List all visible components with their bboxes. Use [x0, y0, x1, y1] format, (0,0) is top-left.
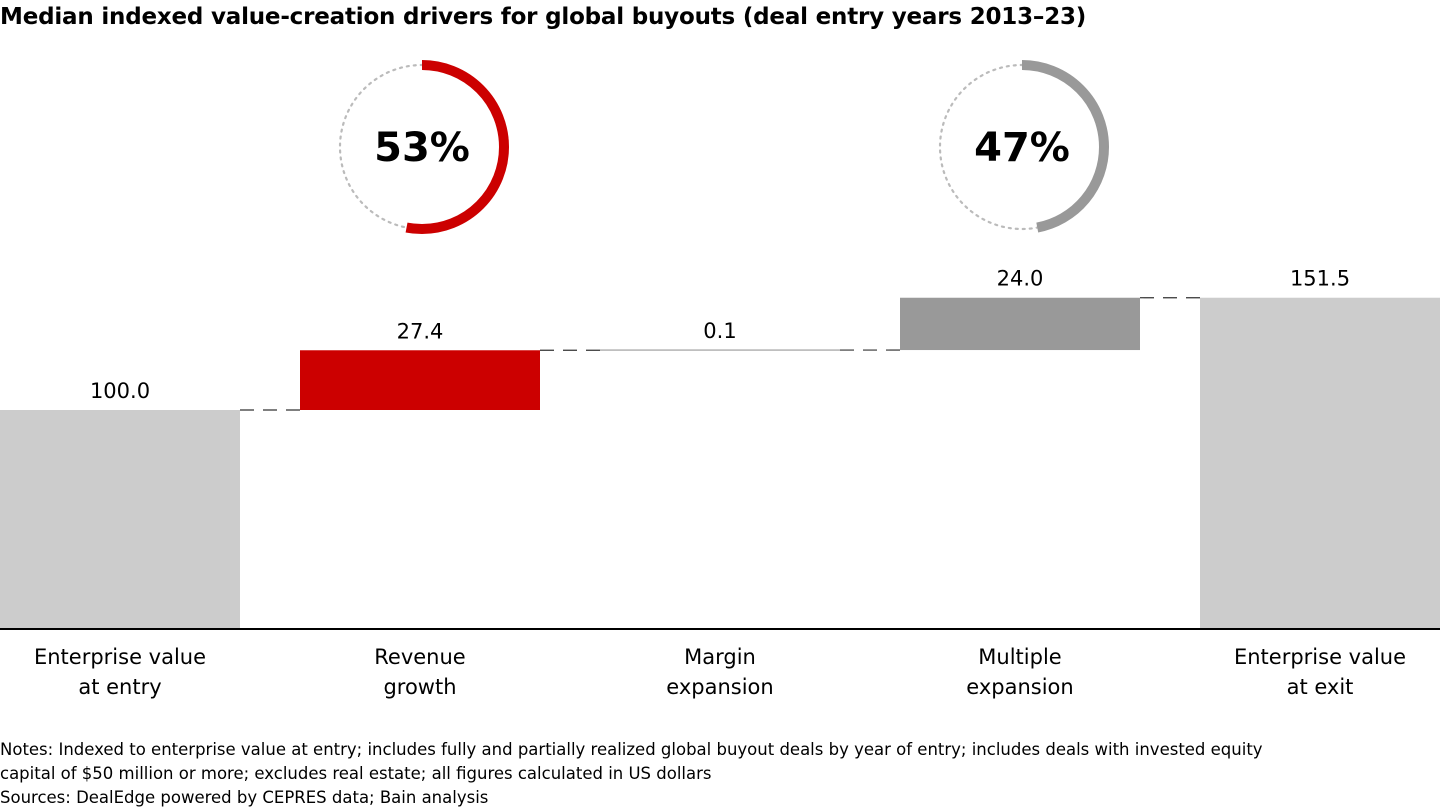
share-label-1: 47% — [974, 125, 1070, 171]
category-label-2-1: expansion — [666, 675, 773, 699]
category-label-1-1: growth — [383, 675, 456, 699]
bar-3 — [900, 297, 1140, 351]
chart-notes: Notes: Indexed to enterprise value at en… — [0, 738, 1440, 810]
category-label-3-1: expansion — [966, 675, 1073, 699]
value-label-3: 24.0 — [997, 267, 1044, 291]
value-label-2: 0.1 — [703, 319, 736, 343]
category-label-0-0: Enterprise value — [34, 645, 206, 669]
category-label-1-0: Revenue — [374, 645, 465, 669]
bar-1 — [300, 350, 540, 410]
category-label-4-1: at exit — [1287, 675, 1354, 699]
category-label-3-0: Multiple — [978, 645, 1061, 669]
share-label-0: 53% — [374, 125, 470, 171]
bar-0 — [0, 410, 240, 628]
share-arc-0 — [335, 60, 509, 234]
chart-title: Median indexed value-creation drivers fo… — [0, 4, 1087, 30]
bar-4 — [1200, 297, 1440, 628]
notes-line-2: capital of $50 million or more; excludes… — [0, 764, 712, 783]
notes-line-1: Notes: Indexed to enterprise value at en… — [0, 740, 1263, 759]
category-label-4-0: Enterprise value — [1234, 645, 1406, 669]
category-label-0-1: at entry — [78, 675, 161, 699]
value-label-1: 27.4 — [397, 319, 444, 343]
category-label-2-0: Margin — [684, 645, 756, 669]
sources-line: Sources: DealEdge powered by CEPRES data… — [0, 788, 489, 807]
value-label-4: 151.5 — [1290, 267, 1350, 291]
waterfall-chart: 100.0 27.4 0.1 24.0 151.5 Enterprise value at … — [0, 60, 1440, 699]
share-arc-1 — [935, 60, 1109, 234]
value-label-0: 100.0 — [90, 379, 150, 403]
